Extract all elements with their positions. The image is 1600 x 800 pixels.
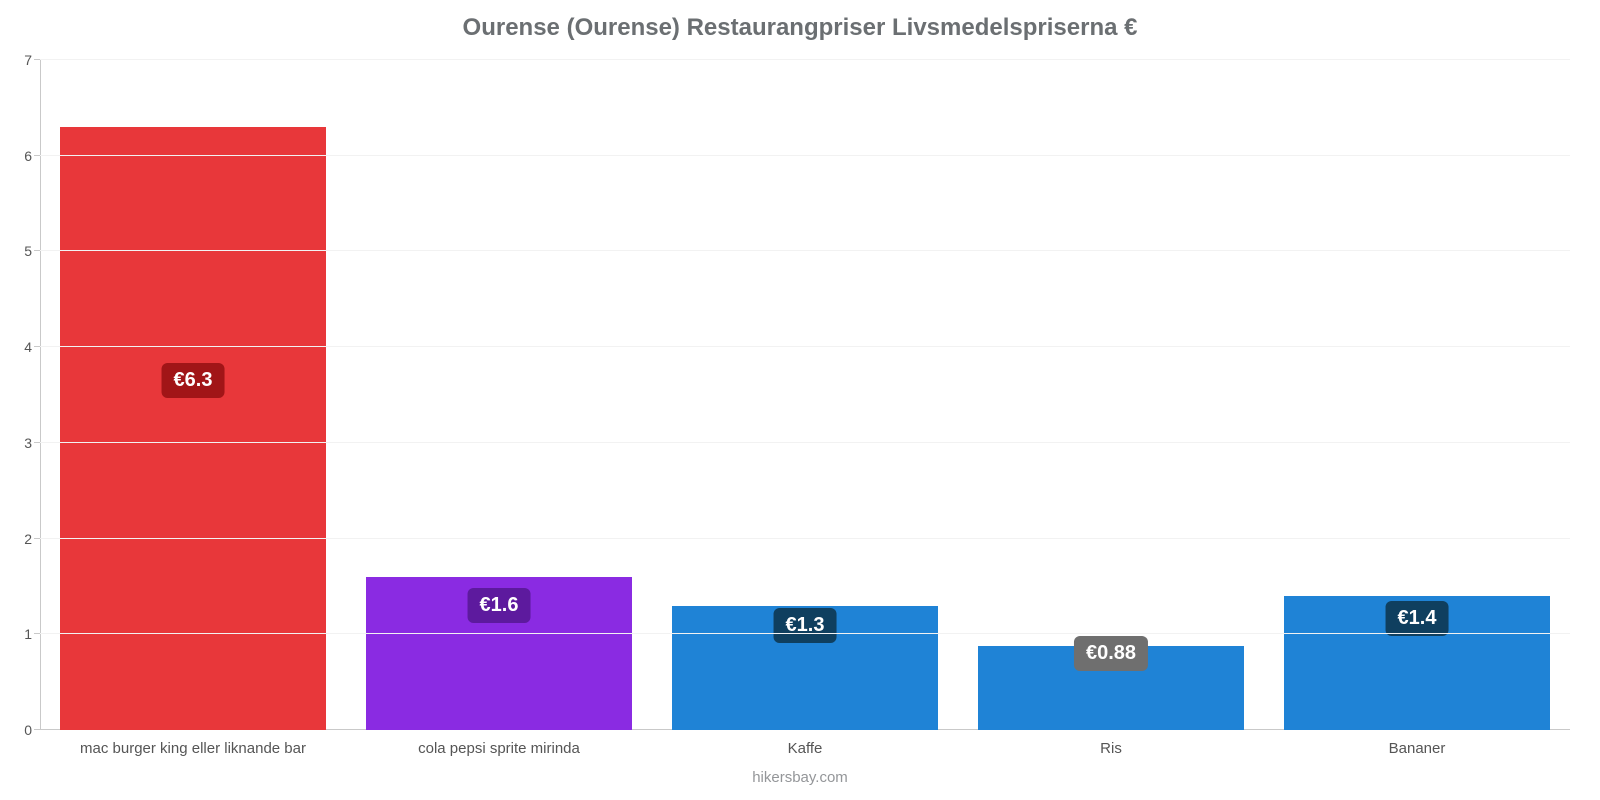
bar-slot: €1.6cola pepsi sprite mirinda xyxy=(346,60,652,730)
grid-line xyxy=(40,250,1570,251)
grid-line xyxy=(40,633,1570,634)
y-tick-label: 1 xyxy=(24,626,40,642)
x-axis-label: Ris xyxy=(1100,730,1122,757)
y-tick-label: 3 xyxy=(24,435,40,451)
price-chart: Ourense (Ourense) Restaurangpriser Livsm… xyxy=(0,0,1600,800)
x-axis-label: Kaffe xyxy=(788,730,823,757)
value-badge: €1.6 xyxy=(468,588,531,623)
x-axis-label: Bananer xyxy=(1389,730,1446,757)
value-badge: €1.3 xyxy=(774,608,837,643)
value-badge: €1.4 xyxy=(1386,601,1449,636)
bar-slot: €6.3mac burger king eller liknande bar xyxy=(40,60,346,730)
y-tick-label: 7 xyxy=(24,52,40,68)
grid-line xyxy=(40,155,1570,156)
x-axis-label: mac burger king eller liknande bar xyxy=(80,730,306,757)
bar-slot: €0.88Ris xyxy=(958,60,1264,730)
y-tick-label: 0 xyxy=(24,722,40,738)
bar-slot: €1.3Kaffe xyxy=(652,60,958,730)
y-tick-label: 4 xyxy=(24,339,40,355)
y-tick-label: 5 xyxy=(24,243,40,259)
y-tick-label: 6 xyxy=(24,148,40,164)
grid-line xyxy=(40,346,1570,347)
plot-area: €6.3mac burger king eller liknande bar€1… xyxy=(40,60,1570,730)
value-badge: €0.88 xyxy=(1074,636,1148,671)
bar-slot: €1.4Bananer xyxy=(1264,60,1570,730)
grid-line xyxy=(40,59,1570,60)
x-axis-label: cola pepsi sprite mirinda xyxy=(418,730,580,757)
bar xyxy=(60,127,326,730)
chart-title: Ourense (Ourense) Restaurangpriser Livsm… xyxy=(0,0,1600,42)
grid-line xyxy=(40,442,1570,443)
bars-container: €6.3mac burger king eller liknande bar€1… xyxy=(40,60,1570,730)
chart-footer: hikersbay.com xyxy=(0,769,1600,786)
value-badge: €6.3 xyxy=(162,363,225,398)
grid-line xyxy=(40,538,1570,539)
y-tick-label: 2 xyxy=(24,531,40,547)
